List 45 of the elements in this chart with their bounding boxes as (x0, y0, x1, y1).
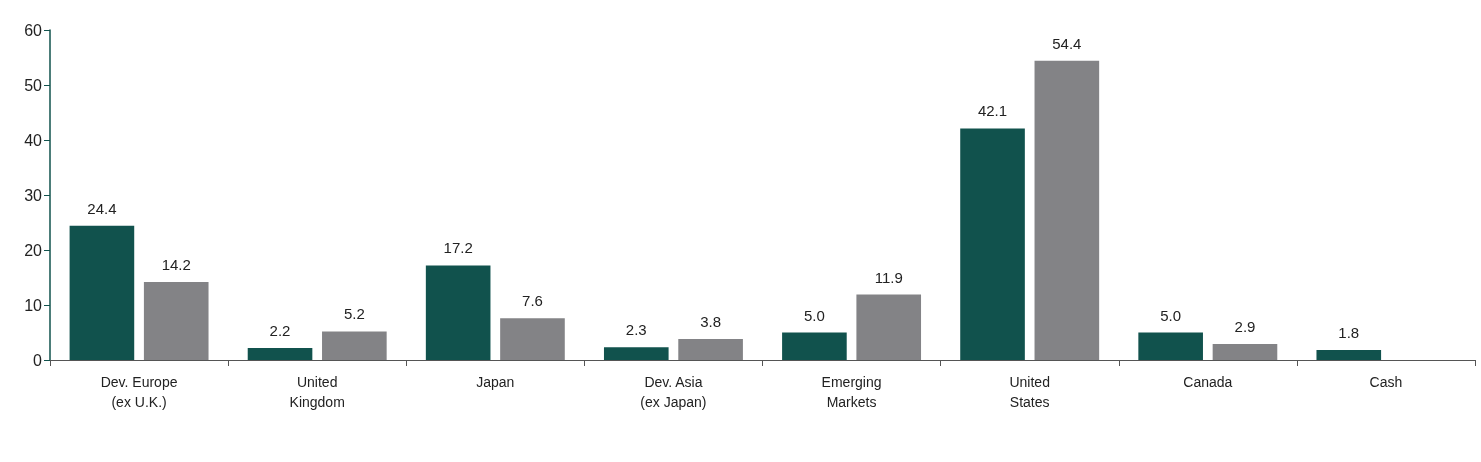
bar (1138, 332, 1203, 360)
bar (1316, 350, 1382, 360)
x-tick-label: Canada (1183, 374, 1233, 390)
data-label: 2.2 (269, 321, 291, 339)
data-label: 3.8 (700, 313, 722, 331)
data-label: 54.4 (1052, 34, 1082, 52)
data-label: 5.0 (803, 306, 825, 324)
bar (1034, 60, 1100, 360)
data-label: 2.9 (1234, 318, 1256, 336)
data-label: 17.2 (443, 239, 473, 257)
bar (247, 347, 313, 360)
bar (425, 265, 491, 360)
data-label: 7.6 (522, 292, 543, 310)
x-tick-label: United Kingdom (289, 374, 345, 410)
data-label: 42.1 (977, 102, 1008, 120)
bar (322, 331, 387, 360)
bar (782, 332, 847, 360)
x-tick-label: Dev. Asia (ex Japan) (640, 374, 707, 410)
data-label: 24.4 (87, 199, 117, 217)
data-label: 14.2 (161, 255, 191, 273)
x-tick-label: Cash (1369, 374, 1403, 390)
bar (960, 128, 1025, 360)
y-tick-label: 10 (24, 296, 43, 314)
bar (678, 339, 743, 360)
data-label: 11.9 (874, 268, 903, 286)
bar (856, 294, 922, 360)
bar (603, 347, 669, 360)
y-tick-label: 50 (24, 76, 43, 94)
data-label: 2.3 (625, 321, 647, 339)
bar (500, 318, 565, 360)
x-tick-label: Dev. Europe (ex U.K.) (100, 374, 178, 410)
x-tick-label: United States (1009, 374, 1050, 410)
y-tick-label: 20 (24, 241, 43, 259)
y-tick-label: 0 (33, 351, 43, 369)
x-tick-label: Emerging Markets (821, 374, 882, 410)
bar (69, 225, 135, 360)
y-tick-label: 60 (24, 21, 43, 39)
data-label: 5.2 (343, 305, 365, 323)
data-label: 1.8 (1338, 324, 1360, 342)
bar (1212, 344, 1278, 360)
y-tick-label: 40 (24, 131, 43, 149)
bar (143, 281, 209, 360)
y-tick-label: 30 (24, 186, 43, 204)
data-label: 5.0 (1160, 306, 1182, 324)
x-tick-label: Japan (476, 374, 515, 390)
